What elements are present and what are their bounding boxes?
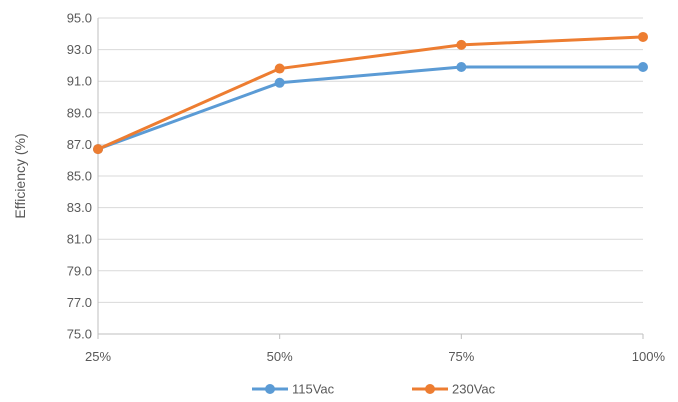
series-230Vac [93, 31, 648, 155]
data-point [638, 31, 648, 42]
y-tick-label: 87.0 [67, 137, 92, 152]
legend-marker [425, 384, 435, 394]
legend-entry: 115Vac [252, 382, 335, 397]
y-tick-labels: 75.0 77.0 79.0 81.0 83.0 85.0 87.0 89.0 91.0 93.0… [67, 11, 92, 342]
x-tick-label: 100% [632, 349, 666, 364]
series-line [96, 35, 645, 151]
x-tick-label: 50% [267, 349, 293, 364]
y-axis-title: Efficiency (%) [12, 133, 28, 218]
axes [97, 18, 644, 339]
data-point [638, 61, 648, 72]
y-tick-label: 93.0 [67, 42, 92, 57]
legend-marker [265, 384, 275, 394]
legend-label: 115Vac [292, 382, 335, 397]
y-tick-label: 77.0 [67, 295, 92, 310]
legend: 115Vac 230Vac [252, 382, 496, 397]
x-tick-labels: 25% 50% 75% 100% [85, 349, 665, 364]
series-115Vac [93, 61, 648, 155]
series [93, 31, 648, 155]
legend-entry: 230Vac [412, 382, 496, 397]
y-tick-label: 75.0 [67, 327, 92, 342]
y-tick-label: 89.0 [67, 105, 92, 120]
y-tick-label: 95.0 [67, 11, 92, 26]
legend-label: 230Vac [452, 382, 496, 397]
data-point [456, 39, 467, 50]
gridlines [98, 17, 643, 303]
y-tick-label: 81.0 [67, 232, 92, 247]
data-point [274, 77, 285, 88]
y-tick-label: 91.0 [67, 74, 92, 89]
series-line [96, 65, 645, 151]
data-point [456, 61, 467, 72]
x-tick-label: 75% [448, 349, 474, 364]
y-tick-label: 79.0 [67, 263, 92, 278]
data-point [93, 144, 103, 155]
y-tick-label: 83.0 [67, 200, 92, 215]
y-tick-label: 85.0 [67, 169, 92, 184]
x-tick-label: 25% [85, 349, 111, 364]
data-point [274, 63, 285, 74]
